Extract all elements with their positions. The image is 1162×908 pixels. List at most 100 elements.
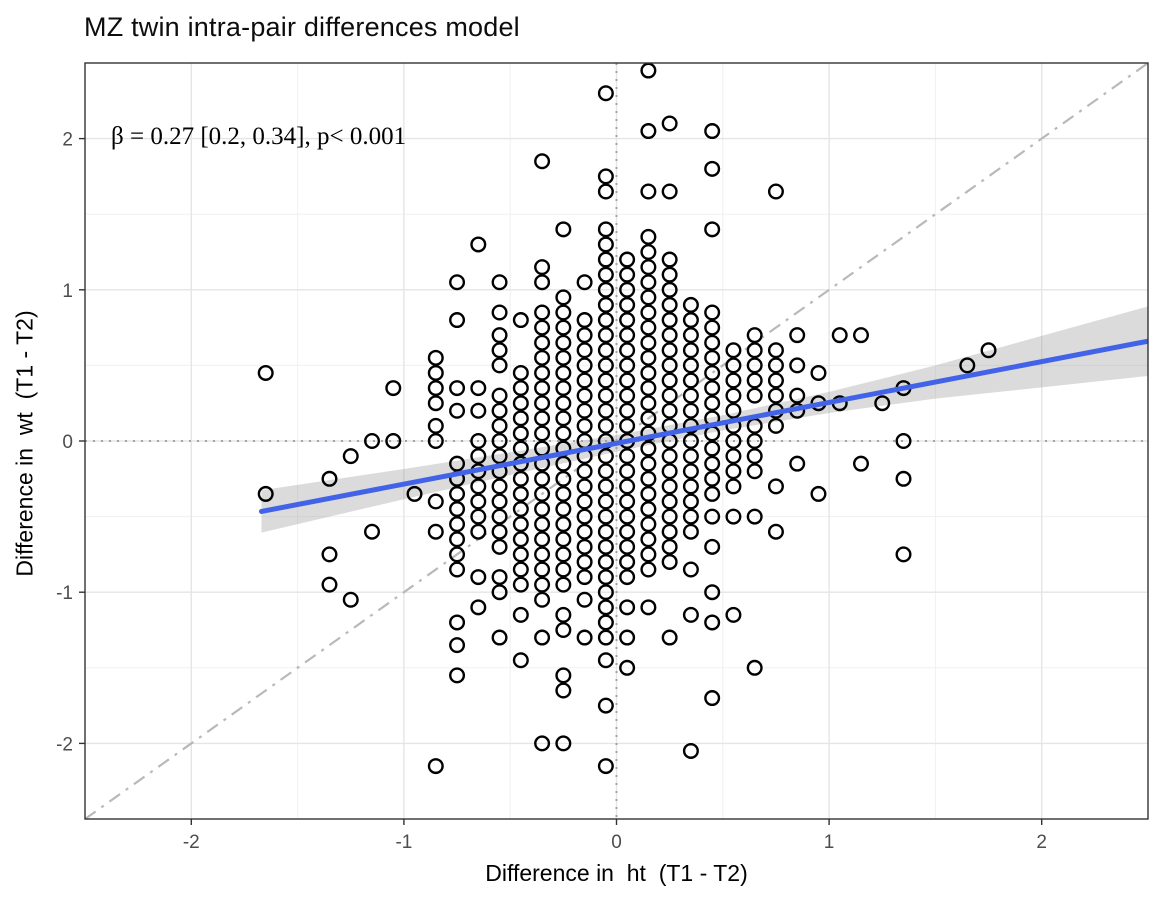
data-point — [555, 410, 572, 427]
data-point — [449, 501, 466, 518]
data-point — [619, 296, 636, 313]
data-point — [640, 561, 657, 578]
data-point — [512, 516, 529, 533]
data-point — [682, 402, 699, 419]
data-point — [619, 266, 636, 283]
data-point — [597, 599, 614, 616]
data-point — [555, 395, 572, 412]
data-point — [576, 569, 593, 586]
data-point — [534, 319, 551, 336]
data-point — [470, 402, 487, 419]
data-point — [597, 342, 614, 359]
x-axis: -2 -1 0 1 2 — [183, 819, 1047, 853]
data-point — [597, 478, 614, 495]
data-point — [449, 380, 466, 397]
data-point — [597, 372, 614, 389]
data-point — [619, 342, 636, 359]
data-point — [512, 531, 529, 548]
data-point — [810, 364, 827, 381]
data-point — [682, 433, 699, 450]
data-point — [619, 357, 636, 374]
y-tick-label: 1 — [62, 281, 73, 302]
data-point — [534, 470, 551, 487]
data-point — [597, 614, 614, 631]
data-point — [364, 433, 381, 450]
data-point — [534, 485, 551, 502]
data-point — [321, 576, 338, 593]
data-point — [661, 251, 678, 268]
data-point — [470, 380, 487, 397]
data-point — [470, 433, 487, 450]
data-point — [619, 372, 636, 389]
data-point — [576, 523, 593, 540]
data-point — [682, 357, 699, 374]
data-point — [512, 561, 529, 578]
data-point — [661, 523, 678, 540]
data-point — [619, 387, 636, 404]
data-point — [491, 493, 508, 510]
data-point — [725, 372, 742, 389]
data-point — [682, 372, 699, 389]
data-point — [597, 758, 614, 775]
data-point — [555, 606, 572, 623]
data-point — [576, 538, 593, 555]
data-point — [597, 697, 614, 714]
data-point — [597, 463, 614, 480]
data-point — [597, 168, 614, 185]
data-point — [576, 387, 593, 404]
data-point — [427, 758, 444, 775]
data-point — [449, 485, 466, 502]
data-point — [555, 349, 572, 366]
data-point — [746, 357, 763, 374]
data-point — [619, 523, 636, 540]
plot-title: MZ twin intra-pair differences model — [84, 12, 520, 42]
data-point — [470, 236, 487, 253]
data-point — [534, 531, 551, 548]
scatter-points — [257, 63, 997, 775]
data-point — [597, 387, 614, 404]
data-point — [555, 221, 572, 238]
data-point — [512, 485, 529, 502]
data-point — [512, 501, 529, 518]
data-point — [619, 599, 636, 616]
data-point — [555, 682, 572, 699]
data-point — [640, 440, 657, 457]
data-point — [597, 221, 614, 238]
data-point — [576, 402, 593, 419]
data-point — [597, 266, 614, 283]
data-point — [661, 629, 678, 646]
data-point — [704, 470, 721, 487]
data-point — [704, 364, 721, 381]
data-point — [491, 523, 508, 540]
data-point — [597, 417, 614, 434]
data-point — [555, 380, 572, 397]
data-point — [470, 523, 487, 540]
data-point — [725, 478, 742, 495]
data-point — [321, 546, 338, 563]
data-point — [661, 115, 678, 132]
data-point — [789, 455, 806, 472]
data-point — [449, 561, 466, 578]
data-point — [682, 508, 699, 525]
data-point — [597, 652, 614, 669]
data-point — [661, 387, 678, 404]
data-point — [640, 395, 657, 412]
data-point — [619, 493, 636, 510]
data-point — [512, 606, 529, 623]
data-point — [555, 364, 572, 381]
data-point — [640, 531, 657, 548]
data-point — [512, 410, 529, 427]
data-point — [661, 448, 678, 465]
data-point — [555, 501, 572, 518]
data-point — [470, 448, 487, 465]
data-point — [534, 259, 551, 276]
data-point — [427, 433, 444, 450]
data-point — [661, 508, 678, 525]
data-point — [385, 433, 402, 450]
data-point — [555, 470, 572, 487]
x-axis-title: Difference in ht (T1 - T2) — [485, 860, 748, 886]
data-point — [534, 410, 551, 427]
data-point — [321, 470, 338, 487]
data-point — [661, 312, 678, 329]
data-point — [555, 455, 572, 472]
